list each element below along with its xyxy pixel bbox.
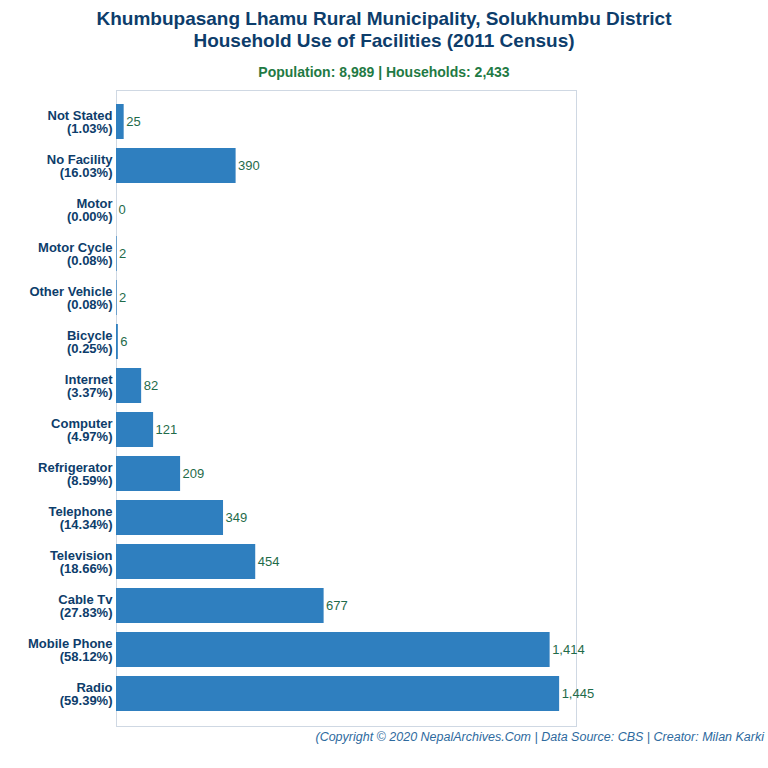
svg-text:1,414: 1,414 (552, 642, 585, 657)
svg-text:Internet(3.37%): Internet(3.37%) (65, 372, 113, 401)
svg-text:209: 209 (183, 466, 205, 481)
svg-text:0: 0 (119, 202, 126, 217)
svg-text:82: 82 (144, 378, 158, 393)
svg-text:6: 6 (120, 334, 127, 349)
svg-text:121: 121 (156, 422, 178, 437)
svg-text:Telephone(14.34%): Telephone(14.34%) (48, 504, 112, 533)
svg-text:No Facility(16.03%): No Facility(16.03%) (47, 152, 114, 181)
svg-text:2: 2 (119, 246, 126, 261)
svg-text:454: 454 (258, 554, 280, 569)
svg-text:390: 390 (238, 158, 260, 173)
svg-text:Cable Tv(27.83%): Cable Tv(27.83%) (58, 592, 113, 621)
svg-text:Bicycle(0.25%): Bicycle(0.25%) (67, 328, 113, 357)
svg-text:1,445: 1,445 (562, 686, 595, 701)
html-text:Population: 8,989 | Households: Population: 8,989 | Households: 2,433 (258, 64, 510, 80)
html-text:Khumbupasang Lhamu Rural Munic: Khumbupasang Lhamu Rural Municipality, S… (96, 8, 672, 51)
svg-text:349: 349 (226, 510, 248, 525)
svg-text:Computer(4.97%): Computer(4.97%) (51, 416, 112, 445)
svg-text:Motor Cycle(0.08%): Motor Cycle(0.08%) (38, 240, 112, 269)
svg-text:Motor(0.00%): Motor(0.00%) (67, 196, 113, 225)
svg-text:2: 2 (119, 290, 126, 305)
svg-text:Refrigerator(8.59%): Refrigerator(8.59%) (38, 460, 112, 489)
svg-text:Other Vehicle(0.08%): Other Vehicle(0.08%) (29, 284, 112, 313)
svg-text:677: 677 (326, 598, 348, 613)
svg-text:Radio(59.39%): Radio(59.39%) (60, 680, 113, 709)
svg-text:Mobile Phone(58.12%): Mobile Phone(58.12%) (28, 636, 113, 665)
html-text:(Copyright © 2020 NepalArchive: (Copyright © 2020 NepalArchives.Com | Da… (315, 730, 764, 744)
svg-text:Not Stated(1.03%): Not Stated(1.03%) (48, 108, 113, 137)
svg-text:Television(18.66%): Television(18.66%) (50, 548, 113, 577)
svg-text:25: 25 (126, 114, 140, 129)
